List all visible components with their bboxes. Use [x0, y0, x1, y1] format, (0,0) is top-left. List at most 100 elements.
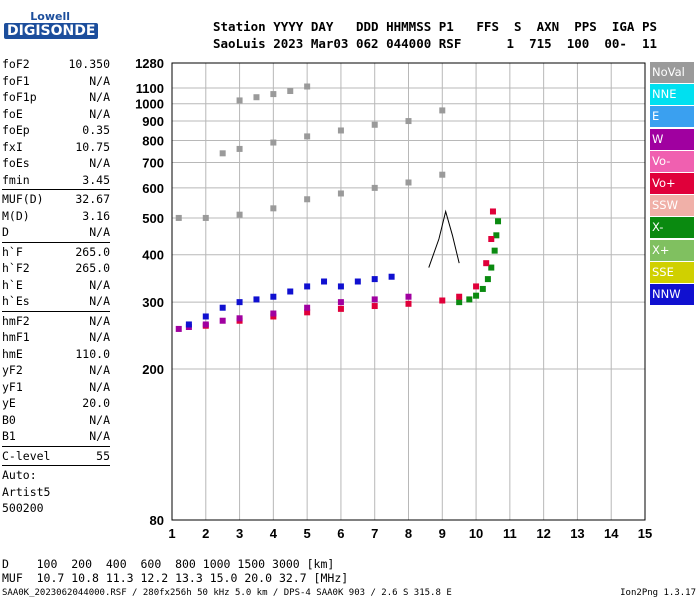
x-tick-label: 4 [270, 526, 278, 541]
param-label: h`F [2, 244, 23, 259]
legend-item: Vo- [650, 150, 694, 172]
legend-item: SSE [650, 261, 694, 283]
echo-point [405, 300, 412, 307]
param-label: yF1 [2, 379, 23, 394]
param-value: N/A [89, 156, 110, 170]
param-row: yF1 N/A [2, 379, 110, 396]
echo-point [202, 321, 209, 328]
param-label: foF2 [2, 57, 30, 71]
y-tick-label: 700 [142, 155, 164, 170]
echo-point [219, 317, 226, 324]
echo-point [270, 139, 277, 146]
param-label: h`E [2, 277, 23, 292]
scaled-trace-line [428, 209, 460, 268]
param-row: yE 20.0 [2, 395, 110, 412]
header-values: SaoLuis 2023 Mar03 062 044000 RSF 1 715 … [213, 36, 658, 51]
echo-point [202, 214, 209, 221]
echo-point [304, 133, 311, 140]
y-tick-label: 80 [150, 513, 164, 528]
param-row: h`Es N/A [2, 293, 110, 310]
param-label: B0 [2, 412, 16, 427]
distance-row: D 100 200 400 600 800 1000 1500 3000 [km… [2, 557, 335, 571]
param-label: Artist5 [2, 484, 51, 499]
param-value: N/A [89, 73, 110, 88]
param-value: 265.0 [75, 244, 110, 259]
param-row: hmF1 N/A [2, 329, 110, 346]
x-tick-label: 15 [638, 526, 652, 541]
echo-point [488, 264, 495, 271]
param-label: foEs [2, 156, 30, 170]
param-label: hmF1 [2, 330, 30, 344]
echo-point [456, 293, 463, 300]
echo-point [236, 145, 243, 152]
param-label: foF1 [2, 73, 30, 88]
legend-item: SSW [650, 195, 694, 217]
param-label: Auto: [2, 468, 37, 482]
echo-point [484, 276, 491, 283]
param-divider [2, 445, 110, 447]
echo-point [321, 278, 328, 285]
param-row: foEs N/A [2, 155, 110, 172]
param-label: C-level [2, 448, 51, 463]
y-tick-label: 1000 [135, 97, 164, 112]
echo-point [270, 310, 277, 317]
x-tick-label: 13 [570, 526, 584, 541]
echo-point [270, 91, 277, 98]
echo-point [236, 299, 243, 306]
echo-point [202, 313, 209, 320]
logo-text-digisonde: DIGISONDE [4, 23, 99, 39]
param-label: D [2, 225, 9, 239]
param-value: 3.16 [82, 208, 110, 223]
param-value: 0.35 [82, 123, 110, 137]
param-value: 55 [96, 448, 110, 463]
param-label: foF1p [2, 90, 37, 104]
param-value: 10.75 [75, 139, 110, 154]
param-value: 20.0 [82, 396, 110, 410]
echo-point [466, 296, 473, 303]
echo-point [304, 304, 311, 311]
echo-point [270, 293, 277, 300]
echo-point [489, 208, 496, 215]
echo-point [337, 305, 344, 312]
param-value: 10.350 [68, 57, 110, 71]
param-label: MUF(D) [2, 192, 44, 206]
param-label: h`F2 [2, 261, 30, 275]
param-value: N/A [89, 277, 110, 292]
echo-point [270, 205, 277, 212]
y-tick-label: 900 [142, 114, 164, 129]
echo-point [495, 218, 502, 225]
polarization-legend: NoVal NNE E W Vo- Vo+ SSW X- X+ SSE NNW [650, 62, 694, 306]
param-row: Artist5 [2, 484, 110, 501]
echo-point [371, 184, 378, 191]
param-value: N/A [89, 412, 110, 427]
echo-point [185, 321, 192, 328]
echo-point [493, 232, 500, 239]
legend-item: Vo+ [650, 172, 694, 194]
echo-point [253, 94, 260, 101]
echo-point [236, 315, 243, 322]
x-tick-label: 8 [405, 526, 412, 541]
echo-point [473, 292, 480, 299]
echo-point [439, 297, 446, 304]
echo-point [337, 283, 344, 290]
echo-point [287, 88, 294, 95]
param-label: fxI [2, 139, 23, 154]
param-row: h`E N/A [2, 277, 110, 294]
echo-point [175, 214, 182, 221]
file-info: SAA0K_2023062044000.RSF / 280fx256h 50 k… [2, 588, 452, 598]
echo-point [175, 325, 182, 332]
logo-text-lowell: Lowell [30, 10, 70, 23]
param-value: N/A [89, 379, 110, 394]
legend-item: NoVal [650, 62, 694, 83]
param-divider [2, 310, 110, 312]
y-tick-label: 1280 [135, 56, 164, 71]
param-value: 3.45 [82, 172, 110, 187]
echo-point [337, 127, 344, 134]
param-label: fmin [2, 172, 30, 187]
ionogram-plot: 1 2 3 4 5 6 7 8 9 10 11 12 13 14 158020030040050060070… [135, 56, 652, 541]
echo-point [219, 304, 226, 311]
param-row: yF2 N/A [2, 362, 110, 379]
param-divider [2, 241, 110, 243]
param-label: B1 [2, 429, 16, 443]
y-tick-label: 200 [142, 362, 164, 377]
